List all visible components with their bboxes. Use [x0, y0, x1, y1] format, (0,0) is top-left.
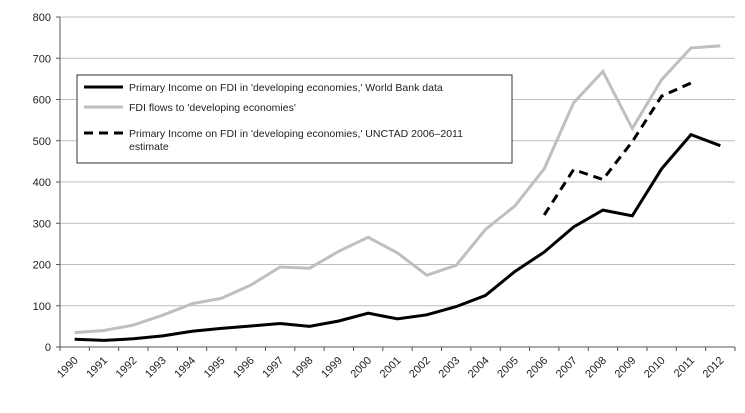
x-tick-label: 1999: [319, 355, 345, 381]
x-tick-label: 2006: [525, 355, 551, 381]
x-tick-label: 2004: [466, 355, 492, 381]
x-tick-label: 1997: [260, 355, 286, 381]
x-tick-label: 1992: [114, 355, 140, 381]
x-tick-label: 1996: [231, 355, 257, 381]
y-tick-label: 500: [33, 136, 51, 148]
x-tick-label: 2000: [348, 355, 374, 381]
y-tick-label: 600: [33, 95, 51, 107]
x-tick-label: 2012: [701, 355, 727, 381]
x-tick-label: 2001: [378, 355, 404, 381]
series-lines: [74, 44, 721, 342]
x-tick-label: 1995: [202, 355, 228, 381]
x-tick-label: 2003: [437, 355, 463, 381]
legend-label-line: Primary Income on FDI in 'developing eco…: [129, 128, 463, 140]
x-tick-label: 2011: [672, 355, 697, 380]
y-tick-label: 100: [33, 301, 51, 313]
x-tick-label: 2007: [554, 355, 580, 381]
series-line-1: [74, 132, 721, 342]
x-tick-label: 2008: [583, 355, 609, 381]
legend-label-line: estimate: [129, 141, 169, 153]
x-tick-label: 1994: [172, 355, 198, 381]
x-tick-label: 2009: [613, 355, 639, 381]
x-tick-label: 1993: [143, 355, 169, 381]
x-axis: 1990 1991 1992 1993 1994 1995 1996 1997 1998 1999…: [55, 346, 736, 381]
legend: Primary Income on FDI in 'developing eco…: [76, 74, 513, 164]
legend-label: FDI flows to 'developing economies': [129, 102, 296, 114]
x-tick-label: 1998: [290, 355, 316, 381]
y-tick-label: 700: [33, 53, 51, 65]
y-tick-label: 200: [33, 260, 51, 272]
y-tick-label: 300: [33, 218, 51, 230]
x-tick-label: 2010: [642, 355, 668, 381]
y-tick-label: 800: [33, 12, 51, 24]
legend-label: Primary Income on FDI in 'developing eco…: [129, 82, 443, 94]
x-tick-label: 1991: [84, 355, 110, 381]
x-tick-label: 1990: [55, 355, 81, 381]
x-tick-label: 2005: [495, 355, 521, 381]
legend-box: [76, 74, 513, 164]
series-line-2: [74, 44, 721, 335]
y-axis: 0 100 200 300 400 500 600 700 800: [33, 12, 61, 354]
y-tick-label: 400: [33, 177, 51, 189]
series-line-3: [542, 81, 692, 216]
x-tick-label: 2002: [407, 355, 433, 381]
legend-label: Primary Income on FDI in 'developing eco…: [129, 128, 463, 153]
y-tick-label: 0: [45, 342, 51, 354]
